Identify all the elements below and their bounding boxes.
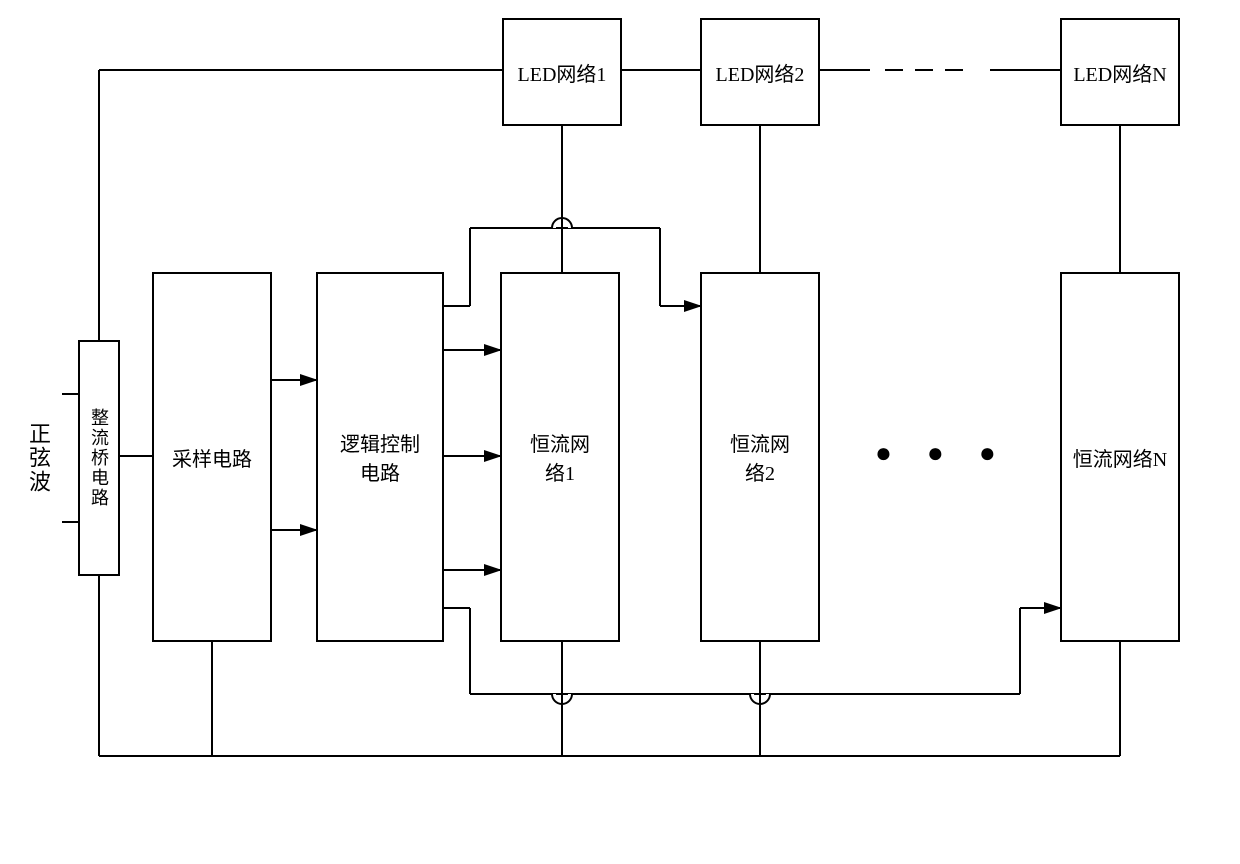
node-ccN: 恒流网络N (1060, 272, 1180, 642)
led1-label: LED网络1 (518, 58, 607, 87)
node-sampling: 采样电路 (152, 272, 272, 642)
node-led2: LED网络2 (700, 18, 820, 126)
sampling-label: 采样电路 (172, 443, 252, 472)
node-led1: LED网络1 (502, 18, 622, 126)
cc2-label: 恒流网络2 (730, 428, 790, 486)
dash-seg (915, 69, 933, 71)
dash-seg (885, 69, 903, 71)
ledN-label: LED网络N (1073, 58, 1166, 87)
ccN-label: 恒流网络N (1073, 443, 1167, 472)
node-logic-control: 逻辑控制电路 (316, 272, 444, 642)
sine-wave-label: 正弦波 (22, 422, 54, 494)
node-sine-wave: 正弦波 (14, 358, 62, 558)
cc1-label: 恒流网络1 (530, 428, 590, 486)
node-ledN: LED网络N (1060, 18, 1180, 126)
logic-label: 逻辑控制电路 (340, 428, 420, 486)
node-rectifier: 整流桥电路 (78, 340, 120, 576)
node-cc1: 恒流网络1 (500, 272, 620, 642)
rectifier-label: 整流桥电路 (86, 408, 112, 508)
node-cc2: 恒流网络2 (700, 272, 820, 642)
ellipsis-middle: ● ● ● (875, 438, 1010, 470)
led2-label: LED网络2 (716, 58, 805, 87)
dash-seg (945, 69, 963, 71)
